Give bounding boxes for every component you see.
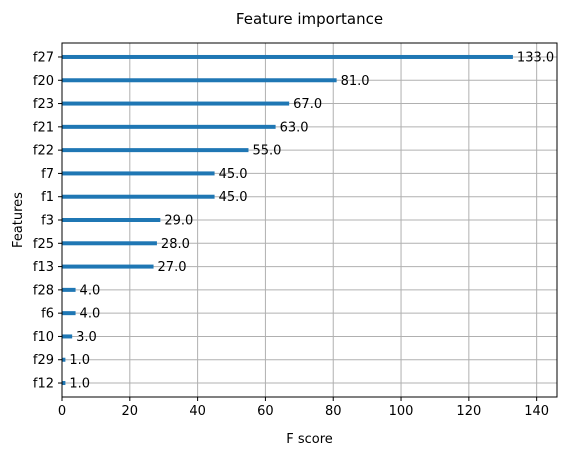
bar-f20 bbox=[62, 78, 337, 83]
bar-f6 bbox=[62, 311, 76, 316]
bar-f29 bbox=[62, 357, 66, 362]
y-tick-label: f20 bbox=[33, 74, 54, 89]
value-label-f27: 133.0 bbox=[517, 50, 554, 65]
y-axis-label: Features bbox=[11, 192, 26, 248]
bar-f23 bbox=[62, 101, 290, 106]
bar-f25 bbox=[62, 241, 157, 246]
y-tick-label: f21 bbox=[33, 120, 54, 135]
y-tick-label: f3 bbox=[41, 214, 54, 229]
value-label-f3: 29.0 bbox=[164, 214, 193, 229]
y-tick-label: f1 bbox=[41, 190, 54, 205]
y-tick-label: f25 bbox=[33, 237, 54, 252]
bar-f27 bbox=[62, 54, 513, 59]
bars bbox=[62, 54, 513, 386]
y-tick-label: f10 bbox=[33, 330, 54, 345]
value-label-f7: 45.0 bbox=[219, 167, 248, 182]
x-tick-label: 40 bbox=[189, 404, 206, 419]
value-label-f25: 28.0 bbox=[161, 237, 190, 252]
value-label-f1: 45.0 bbox=[219, 190, 248, 205]
x-tick-label: 120 bbox=[456, 404, 481, 419]
bar-f1 bbox=[62, 194, 215, 199]
bar-f7 bbox=[62, 171, 215, 176]
value-label-f12: 1.0 bbox=[69, 377, 90, 392]
value-label-f22: 55.0 bbox=[252, 144, 281, 159]
bar-f10 bbox=[62, 334, 73, 339]
y-tick-label: f27 bbox=[33, 50, 54, 65]
x-tick-label: 80 bbox=[325, 404, 342, 419]
y-tick-label: f12 bbox=[33, 377, 54, 392]
x-tick-label: 60 bbox=[257, 404, 274, 419]
value-label-f28: 4.0 bbox=[80, 283, 101, 298]
axis-ticks: 0 20 40 60 80 100 120 140 f12 f29 f10 f6 f28 f13 f25 f3… bbox=[33, 50, 549, 419]
value-label-f23: 67.0 bbox=[293, 97, 322, 112]
plot-frame bbox=[61, 42, 558, 398]
value-label-f13: 27.0 bbox=[158, 260, 187, 275]
y-tick-label: f7 bbox=[41, 167, 54, 182]
value-label-f10: 3.0 bbox=[76, 330, 97, 345]
value-label-f29: 1.0 bbox=[69, 353, 90, 368]
value-label-f6: 4.0 bbox=[80, 307, 101, 322]
y-tick-label: f29 bbox=[33, 353, 54, 368]
y-tick-label: f28 bbox=[33, 283, 54, 298]
y-tick-label: f22 bbox=[33, 144, 54, 159]
bar-f21 bbox=[62, 124, 276, 129]
chart-title: Feature importance bbox=[236, 10, 383, 28]
x-axis-label: F score bbox=[286, 432, 333, 447]
value-label-f20: 81.0 bbox=[341, 74, 370, 89]
bar-f13 bbox=[62, 264, 154, 269]
y-tick-label: f23 bbox=[33, 97, 54, 112]
bar-f28 bbox=[62, 287, 76, 292]
value-labels: 1.0 1.0 3.0 4.0 4.0 27.0 28.0 29.0 45.0 45.0 55.0 6… bbox=[69, 50, 554, 391]
y-tick-label: f13 bbox=[33, 260, 54, 275]
x-tick-label: 140 bbox=[524, 404, 549, 419]
value-label-f21: 63.0 bbox=[280, 120, 309, 135]
x-tick-label: 20 bbox=[122, 404, 139, 419]
y-tick-label: f6 bbox=[41, 307, 54, 322]
bar-f12 bbox=[62, 381, 66, 386]
x-tick-label: 100 bbox=[389, 404, 414, 419]
x-tick-label: 0 bbox=[58, 404, 66, 419]
bar-f22 bbox=[62, 148, 249, 153]
bar-f3 bbox=[62, 218, 161, 222]
